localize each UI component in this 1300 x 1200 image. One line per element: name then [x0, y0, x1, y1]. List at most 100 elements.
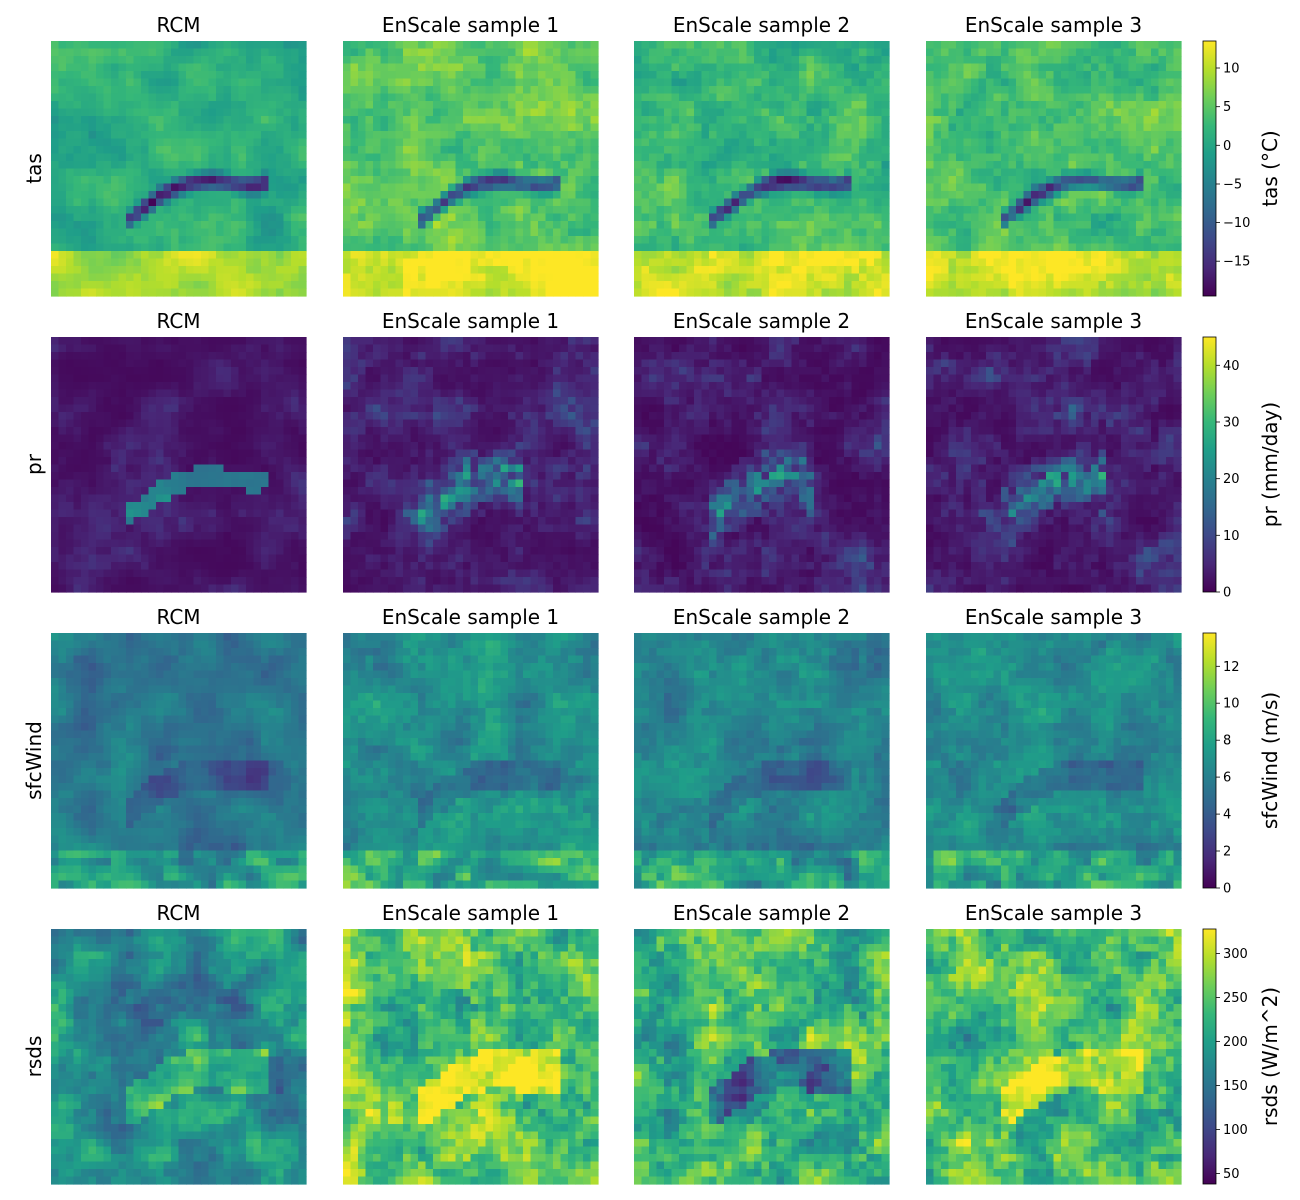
- heatmap-cell: [837, 86, 845, 94]
- heatmap-cell: [538, 161, 546, 169]
- heatmap-cell: [209, 184, 217, 192]
- heatmap-cell: [486, 184, 494, 192]
- heatmap-cell: [1159, 169, 1167, 177]
- heatmap-cell: [777, 94, 785, 102]
- heatmap-cell: [1009, 199, 1017, 207]
- heatmap-cell: [568, 191, 576, 199]
- heatmap-cell: [216, 94, 224, 102]
- heatmap-cell: [66, 191, 74, 199]
- heatmap-cell: [291, 390, 299, 398]
- heatmap-cell: [276, 191, 284, 199]
- heatmap-cell: [433, 176, 441, 184]
- heatmap-cell: [194, 101, 202, 109]
- heatmap-cell: [358, 206, 366, 214]
- heatmap-cell: [784, 116, 792, 124]
- heatmap-cell: [486, 221, 494, 229]
- heatmap-cell: [261, 266, 269, 274]
- heatmap-cell: [531, 94, 539, 102]
- heatmap-cell: [1084, 176, 1092, 184]
- heatmap-cell: [1054, 49, 1062, 57]
- heatmap-cell: [986, 184, 994, 192]
- heatmap-cell: [141, 86, 149, 94]
- heatmap-cell: [642, 274, 650, 282]
- heatmap-cell: [299, 139, 307, 147]
- heatmap-cell: [284, 71, 292, 79]
- heatmap-cell: [254, 64, 262, 72]
- heatmap-cell: [156, 214, 164, 222]
- heatmap-cell: [664, 191, 672, 199]
- heatmap-cell: [239, 397, 247, 405]
- heatmap-cell: [493, 49, 501, 57]
- heatmap-cell: [777, 101, 785, 109]
- heatmap-cell: [164, 259, 172, 267]
- heatmap-cell: [762, 139, 770, 147]
- heatmap-cell: [657, 289, 665, 297]
- heatmap-cell: [493, 146, 501, 154]
- heatmap-cell: [126, 131, 134, 139]
- heatmap-cell: [769, 236, 777, 244]
- heatmap-cell: [478, 206, 486, 214]
- heatmap-cell: [1031, 281, 1039, 289]
- heatmap-cell: [1054, 94, 1062, 102]
- heatmap-cell: [239, 367, 247, 375]
- heatmap-cell: [426, 281, 434, 289]
- heatmap-cell: [657, 236, 665, 244]
- heatmap-cell: [986, 161, 994, 169]
- heatmap-cell: [74, 94, 82, 102]
- heatmap-cell: [1009, 169, 1017, 177]
- heatmap-cell: [837, 161, 845, 169]
- heatmap-cell: [546, 236, 554, 244]
- heatmap-cell: [403, 191, 411, 199]
- heatmap-cell: [949, 71, 957, 79]
- heatmap-cell: [926, 229, 934, 237]
- heatmap-cell: [299, 367, 307, 375]
- heatmap-cell: [433, 94, 441, 102]
- heatmap-cell: [724, 199, 732, 207]
- heatmap-cell: [874, 244, 882, 252]
- heatmap-cell: [679, 199, 687, 207]
- heatmap-cell: [649, 206, 657, 214]
- heatmap-cell: [1024, 236, 1032, 244]
- heatmap-cell: [994, 281, 1002, 289]
- heatmap-cell: [874, 214, 882, 222]
- heatmap-cell: [634, 191, 642, 199]
- heatmap-cell: [134, 184, 142, 192]
- heatmap-cell: [441, 116, 449, 124]
- heatmap-cell: [941, 176, 949, 184]
- heatmap-cell: [254, 412, 262, 420]
- heatmap-cell: [1166, 109, 1174, 117]
- heatmap-cell: [463, 49, 471, 57]
- heatmap-cell: [426, 131, 434, 139]
- heatmap-cell: [1121, 41, 1129, 49]
- heatmap-cell: [732, 289, 740, 297]
- heatmap-cell: [126, 94, 134, 102]
- heatmap-cell: [261, 221, 269, 229]
- heatmap-cell: [456, 161, 464, 169]
- heatmap-cell: [149, 176, 157, 184]
- heatmap-cell: [149, 49, 157, 57]
- heatmap-cell: [934, 259, 942, 267]
- heatmap-cell: [111, 244, 119, 252]
- heatmap-cell: [649, 161, 657, 169]
- heatmap-cell: [351, 71, 359, 79]
- heatmap-cell: [426, 184, 434, 192]
- heatmap-cell: [546, 146, 554, 154]
- heatmap-cell: [1121, 236, 1129, 244]
- heatmap-cell: [844, 214, 852, 222]
- heatmap-cell: [583, 244, 591, 252]
- heatmap-cell: [956, 71, 964, 79]
- heatmap-cell: [1031, 49, 1039, 57]
- heatmap-cell: [74, 56, 82, 64]
- heatmap-cell: [216, 86, 224, 94]
- heatmap-cell: [261, 199, 269, 207]
- heatmap-cell: [1091, 199, 1099, 207]
- heatmap-cell: [1166, 229, 1174, 237]
- heatmap-cell: [186, 244, 194, 252]
- heatmap-cell: [441, 281, 449, 289]
- heatmap-cell: [583, 64, 591, 72]
- heatmap-cell: [486, 124, 494, 132]
- heatmap-cell: [553, 244, 561, 252]
- heatmap-cell: [852, 281, 860, 289]
- heatmap-cell: [216, 274, 224, 282]
